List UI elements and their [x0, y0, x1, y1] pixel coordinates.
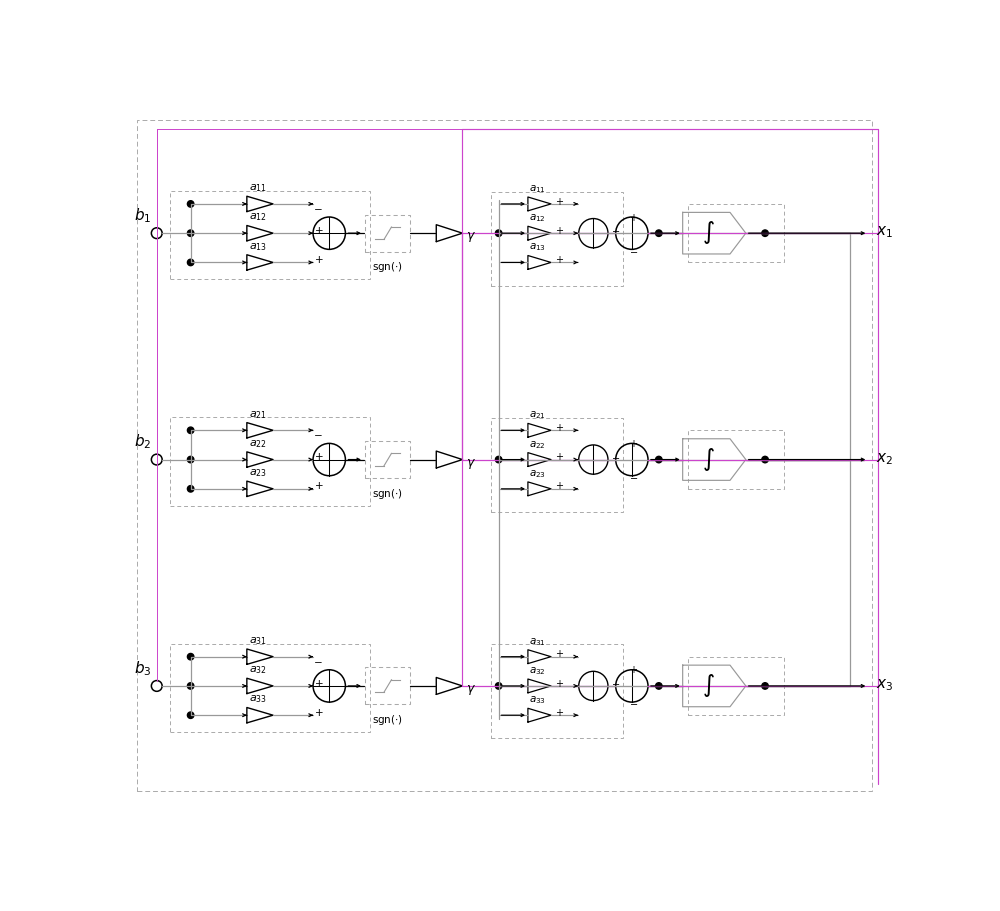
Circle shape [495, 683, 502, 690]
Text: $\mathrm{sgn}(\cdot)$: $\mathrm{sgn}(\cdot)$ [372, 260, 403, 274]
Text: $+$: $+$ [555, 480, 564, 491]
Text: $+$: $+$ [555, 648, 564, 659]
Circle shape [187, 427, 194, 434]
Text: $-$: $-$ [611, 451, 620, 461]
Text: $a_{31}$: $a_{31}$ [249, 634, 267, 646]
Circle shape [762, 230, 768, 237]
Circle shape [762, 683, 768, 690]
Text: $+$: $+$ [555, 225, 564, 236]
Text: $+$: $+$ [555, 422, 564, 433]
Text: $\int$: $\int$ [702, 671, 715, 698]
Bar [170, 191, 370, 280]
Text: $\mathrm{sgn}(\cdot)$: $\mathrm{sgn}(\cdot)$ [372, 712, 403, 726]
Text: $\int$: $\int$ [702, 445, 715, 472]
Text: $a_{32}$: $a_{32}$ [529, 664, 546, 676]
Text: $a_{12}$: $a_{12}$ [249, 211, 267, 223]
Text: $-$: $-$ [313, 429, 323, 439]
Text: $+$: $+$ [555, 677, 564, 688]
Text: $a_{23}$: $a_{23}$ [529, 467, 546, 479]
Circle shape [187, 654, 194, 660]
Circle shape [187, 486, 194, 493]
Text: $b_2$: $b_2$ [134, 432, 152, 451]
Text: $+$: $+$ [629, 437, 638, 448]
Text: $-$: $-$ [629, 245, 638, 255]
Text: $+$: $+$ [555, 195, 564, 207]
Text: $+$: $+$ [314, 706, 323, 717]
Bar [688, 431, 784, 489]
Text: $+$: $+$ [555, 706, 564, 717]
Circle shape [187, 230, 194, 237]
Text: $-$: $-$ [611, 225, 620, 235]
Text: $+$: $+$ [555, 451, 564, 462]
Text: $\gamma$: $\gamma$ [466, 456, 476, 470]
Text: $a_{22}$: $a_{22}$ [529, 438, 546, 450]
Text: $x_2$: $x_2$ [876, 451, 893, 466]
Text: $a_{21}$: $a_{21}$ [249, 408, 267, 420]
Text: $a_{31}$: $a_{31}$ [529, 635, 546, 647]
Bar [491, 418, 623, 512]
Bar [365, 442, 410, 478]
Bar [491, 192, 623, 286]
Text: $a_{22}$: $a_{22}$ [249, 437, 267, 449]
Text: $-$: $-$ [629, 698, 638, 708]
Text: $+$: $+$ [629, 663, 638, 675]
Circle shape [187, 260, 194, 266]
Text: $+$: $+$ [555, 254, 564, 265]
Circle shape [762, 456, 768, 464]
Text: $a_{21}$: $a_{21}$ [529, 409, 546, 421]
Bar [365, 216, 410, 252]
Text: $+$: $+$ [314, 451, 323, 462]
Circle shape [495, 230, 502, 237]
Text: $-$: $-$ [313, 203, 323, 213]
Bar [170, 644, 370, 732]
Text: $-$: $-$ [629, 472, 638, 482]
Text: $\int$: $\int$ [702, 219, 715, 246]
Text: $a_{11}$: $a_{11}$ [249, 182, 267, 194]
Text: $a_{33}$: $a_{33}$ [529, 693, 546, 705]
Bar [688, 657, 784, 715]
Text: $-$: $-$ [611, 678, 620, 687]
Text: $-$: $-$ [313, 655, 323, 665]
Text: $a_{23}$: $a_{23}$ [249, 466, 267, 478]
Text: $+$: $+$ [314, 677, 323, 688]
Text: $a_{13}$: $a_{13}$ [249, 241, 267, 252]
Circle shape [656, 456, 662, 464]
Text: $a_{13}$: $a_{13}$ [529, 241, 546, 253]
Circle shape [656, 683, 662, 690]
Circle shape [187, 456, 194, 464]
Circle shape [187, 712, 194, 719]
Text: $a_{12}$: $a_{12}$ [529, 212, 546, 224]
Text: $x_3$: $x_3$ [876, 677, 893, 692]
Text: $\gamma$: $\gamma$ [466, 682, 476, 696]
Bar [170, 418, 370, 507]
Text: $\gamma$: $\gamma$ [466, 230, 476, 244]
Bar [365, 668, 410, 704]
Circle shape [495, 456, 502, 464]
Bar [688, 205, 784, 263]
Circle shape [187, 683, 194, 690]
Text: $+$: $+$ [629, 211, 638, 222]
Text: $b_1$: $b_1$ [134, 206, 152, 225]
Text: $a_{33}$: $a_{33}$ [249, 693, 267, 704]
Text: $a_{32}$: $a_{32}$ [249, 663, 267, 675]
Text: $\mathrm{sgn}(\cdot)$: $\mathrm{sgn}(\cdot)$ [372, 486, 403, 500]
Text: $x_1$: $x_1$ [876, 224, 893, 241]
Circle shape [656, 230, 662, 237]
Text: $a_{11}$: $a_{11}$ [529, 183, 546, 195]
Text: $+$: $+$ [314, 254, 323, 265]
Text: $+$: $+$ [314, 225, 323, 236]
Bar [491, 645, 623, 739]
Circle shape [187, 201, 194, 208]
Text: $b_3$: $b_3$ [134, 659, 152, 677]
Text: $+$: $+$ [314, 480, 323, 491]
